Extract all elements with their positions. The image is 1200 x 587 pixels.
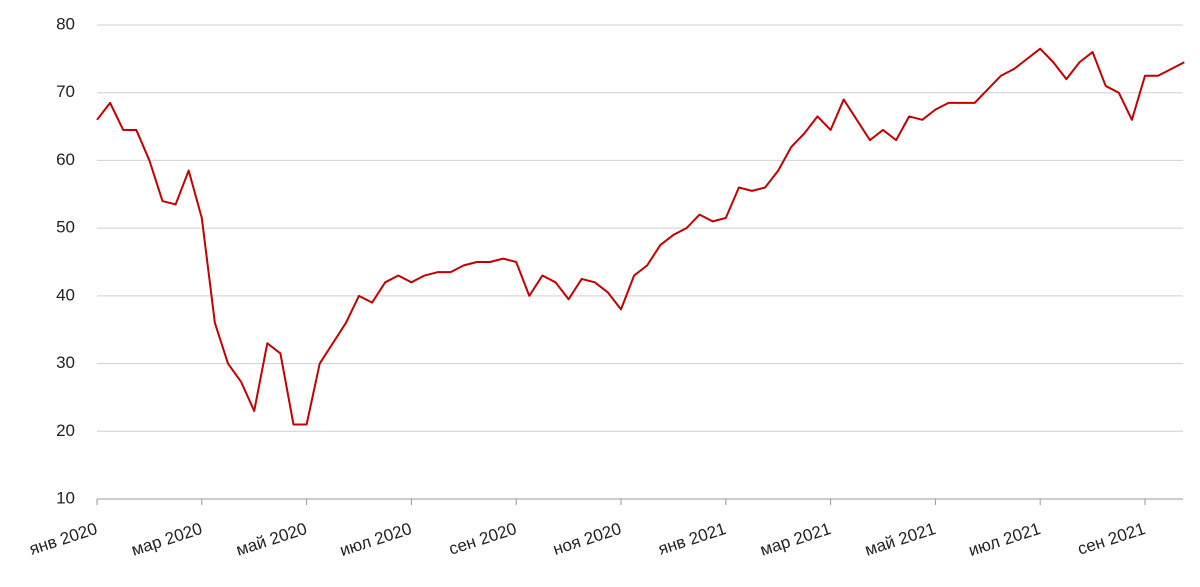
y-tick-label: 60 <box>56 150 75 169</box>
y-tick-label: 80 <box>56 14 75 33</box>
x-tick-label: июл 2020 <box>337 519 414 560</box>
x-tick-label: мар 2021 <box>758 519 833 560</box>
x-tick-label: ноя 2020 <box>551 519 624 559</box>
x-tick-label: май 2021 <box>863 519 938 560</box>
x-tick-label: янв 2020 <box>27 519 100 559</box>
x-tick-label: сен 2020 <box>446 519 518 559</box>
x-tick-label: май 2020 <box>234 519 309 560</box>
y-tick-label: 30 <box>56 353 75 372</box>
price-line <box>96 47 1185 426</box>
y-tick-label: 10 <box>56 488 75 507</box>
x-tick-label: сен 2021 <box>1075 519 1147 559</box>
x-tick-label: янв 2021 <box>656 519 729 559</box>
y-tick-label: 70 <box>56 82 75 101</box>
x-tick-label: мар 2020 <box>129 519 204 560</box>
y-tick-label: 50 <box>56 218 75 237</box>
y-tick-label: 40 <box>56 285 75 304</box>
x-tick-label: июл 2021 <box>966 519 1043 560</box>
y-tick-label: 20 <box>56 421 75 440</box>
